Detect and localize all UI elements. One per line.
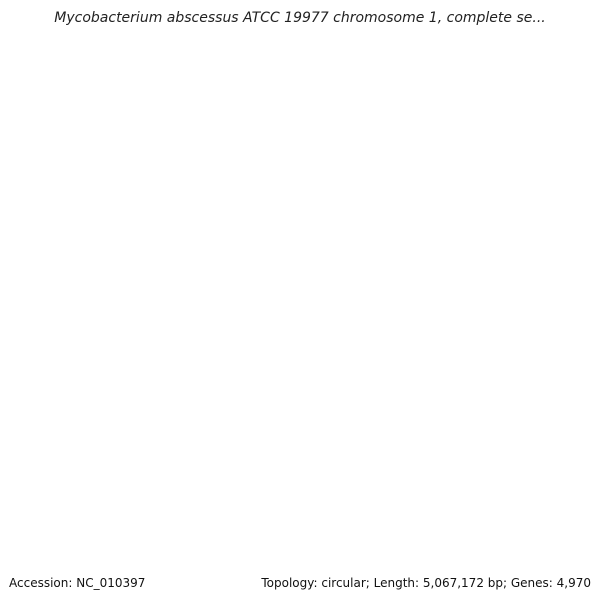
accession-text: Accession: NC_010397 [9, 576, 146, 590]
topology-summary: Topology: circular; Length: 5,067,172 bp… [261, 576, 591, 590]
map-title: Mycobacterium abscessus ATCC 19977 chrom… [54, 10, 546, 26]
